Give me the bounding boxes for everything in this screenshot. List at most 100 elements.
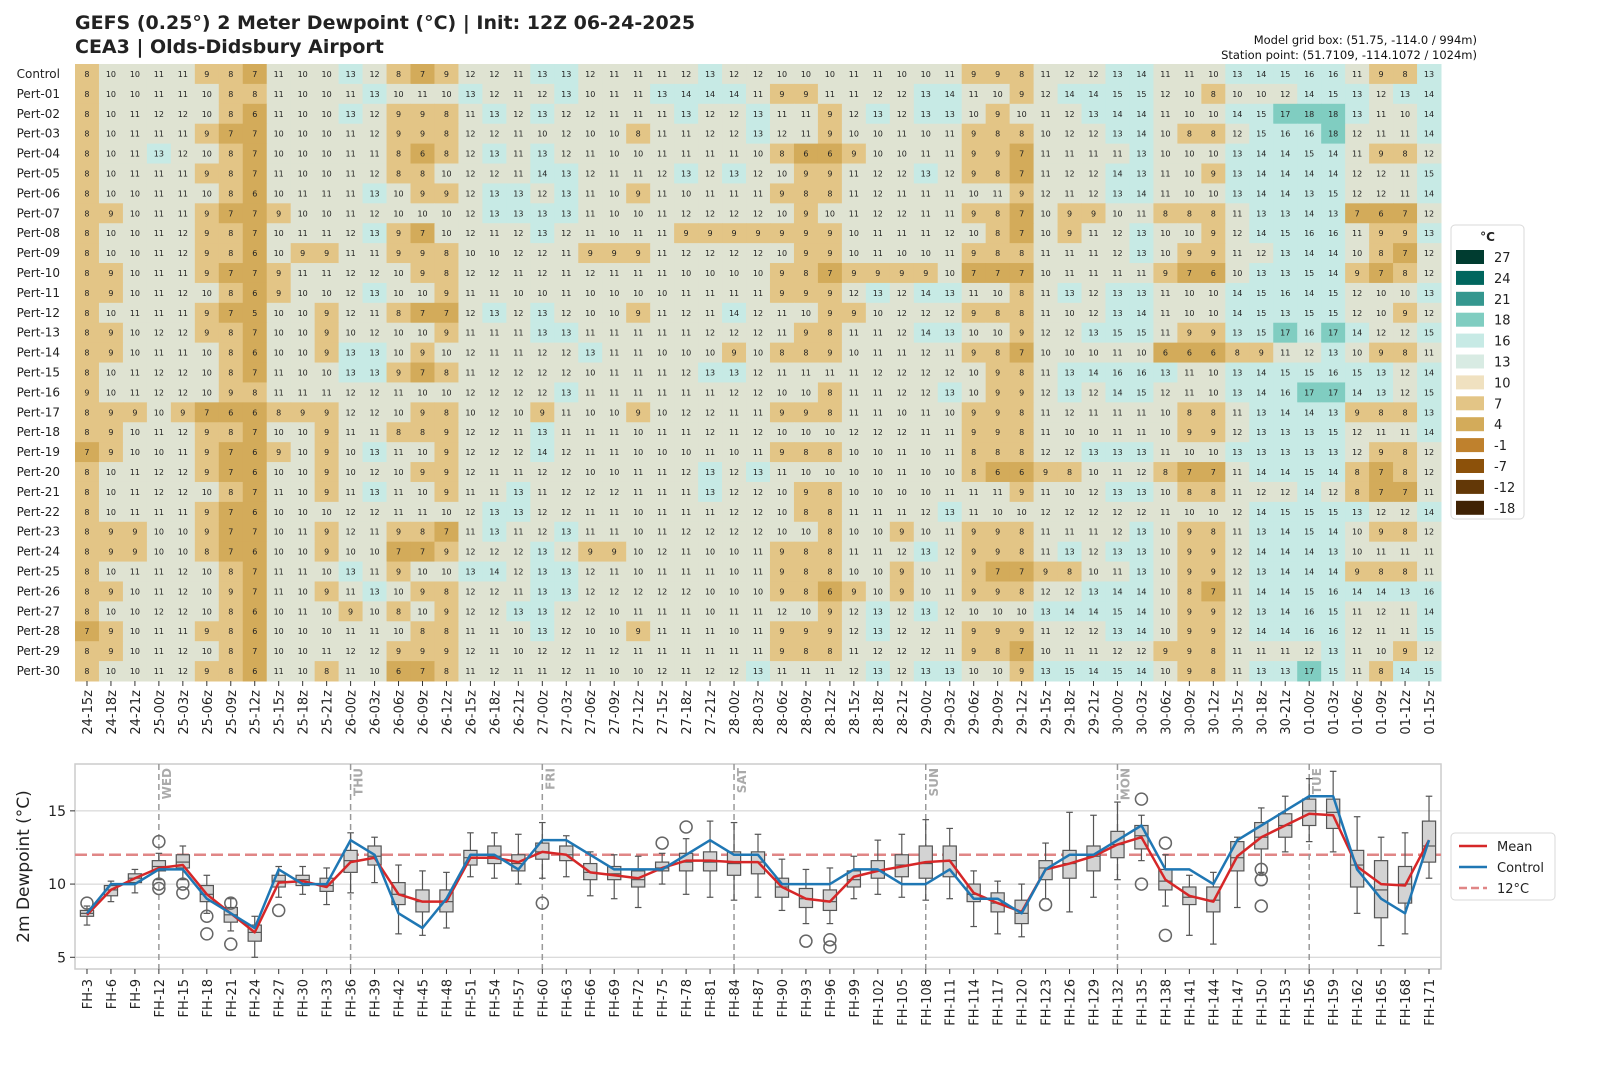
heatmap-cell-value: 11: [346, 90, 356, 99]
heatmap-cell: [458, 442, 483, 463]
heatmap-cell-value: 10: [1208, 508, 1218, 517]
heatmap-cell-value: 6: [252, 249, 257, 258]
heatmap-cell: [1249, 243, 1274, 264]
heatmap-cell-value: 11: [753, 627, 763, 636]
heatmap-cell-value: 9: [396, 528, 401, 537]
heatmap-cell-value: 9: [204, 627, 209, 636]
colorbar-unit: °C: [1480, 230, 1495, 244]
heatmap-cell: [1177, 362, 1202, 383]
heatmap-cell-value: 8: [803, 587, 808, 596]
heatmap-cell-value: 13: [561, 189, 571, 198]
heatmap-cell: [1321, 362, 1346, 383]
box: [870, 860, 886, 879]
outlier-point: [823, 940, 837, 954]
heatmap-cell: [314, 103, 340, 125]
heatmap-cell-value: 8: [396, 607, 401, 616]
heatmap-cell-value: 12: [346, 309, 356, 318]
heatmap-cell-value: 10: [921, 70, 931, 79]
heatmap-cell-value: 9: [108, 548, 113, 557]
heatmap-cell-value: 11: [609, 448, 619, 457]
heatmap-cell-value: 13: [1424, 70, 1434, 79]
heatmap-cell: [218, 402, 244, 423]
heatmap-cell: [1105, 64, 1130, 85]
heatmap-cell: [362, 183, 388, 204]
heatmap-cell-value: 9: [636, 309, 641, 318]
heatmap-cell: [793, 123, 819, 145]
heatmap-cell: [98, 203, 124, 224]
heatmap-cell-value: 12: [1112, 647, 1122, 656]
heatmap-cell: [1273, 64, 1298, 85]
heatmap-cell-value: 9: [204, 468, 209, 477]
heatmap-cell: [338, 263, 364, 284]
heatmap-cell: [1105, 302, 1130, 324]
heatmap-cell-value: 11: [609, 70, 619, 79]
heatmap-cell-value: 11: [657, 369, 667, 378]
heatmap-cell: [530, 203, 555, 224]
heatmap-cell-value: 7: [1187, 468, 1192, 477]
heatmap-cell-value: 9: [132, 548, 137, 557]
heatmap-cell-value: 12: [1064, 130, 1074, 139]
time-tick-label: 25-18z: [297, 690, 312, 735]
heatmap-cell-value: 8: [1163, 468, 1168, 477]
heatmap-cell: [218, 422, 244, 443]
heatmap-cell-value: 8: [827, 189, 832, 198]
heatmap-cell-value: 12: [609, 488, 619, 497]
heatmap-cell-value: 11: [130, 468, 140, 477]
heatmap-cell-value: 11: [777, 110, 787, 119]
heatmap-cell-value: 10: [873, 488, 883, 497]
heatmap-cell: [266, 203, 292, 224]
heatmap-cell: [554, 382, 579, 403]
heatmap-cell-value: 7: [971, 269, 976, 278]
heatmap-cell-value: 10: [154, 548, 164, 557]
heatmap-cell: [1033, 203, 1059, 224]
heatmap-cell: [1009, 143, 1035, 165]
heatmap-cell-value: 7: [1019, 150, 1024, 159]
heatmap-cell-value: 16: [1280, 388, 1290, 397]
heatmap-cell: [1057, 462, 1083, 483]
heatmap-cell-value: 9: [180, 408, 185, 417]
heatmap-cell-value: 13: [346, 349, 356, 358]
heatmap-cell: [913, 123, 939, 145]
heatmap-cell-value: 11: [274, 90, 284, 99]
x-tick-label: FH-156: [1303, 979, 1318, 1026]
plot-area: [74, 763, 1442, 970]
heatmap-cell-value: 8: [396, 309, 401, 318]
heatmap-cell: [602, 442, 627, 463]
heatmap-cell-value: 11: [489, 289, 499, 298]
heatmap-cell-value: 15: [1328, 508, 1338, 517]
heatmap-cell: [314, 163, 340, 184]
heatmap-cell: [1273, 322, 1298, 344]
heatmap-cell-value: 14: [1424, 607, 1434, 616]
time-tick-label: 30-03z: [1135, 690, 1150, 735]
heatmap-cell: [1201, 243, 1226, 264]
heatmap-cell-value: 10: [537, 130, 547, 139]
heatmap-cell-value: 8: [228, 229, 233, 238]
colorbar-swatch: [1456, 438, 1484, 453]
heatmap-cell-value: 11: [1136, 209, 1146, 218]
heatmap-cell-value: 13: [561, 329, 571, 338]
heatmap-cell-value: 16: [1304, 229, 1314, 238]
heatmap-cell: [1345, 143, 1370, 165]
heatmap-cell-value: 8: [228, 349, 233, 358]
heatmap-cell-value: 11: [346, 428, 356, 437]
heatmap-cell-value: 12: [1040, 90, 1050, 99]
heatmap-cell: [362, 402, 388, 423]
heatmap-cell: [722, 322, 747, 344]
heatmap-cell: [985, 382, 1011, 403]
heatmap-cell: [314, 263, 340, 284]
heatmap-cell-value: 15: [1256, 329, 1266, 338]
heatmap-cell-value: 12: [1280, 488, 1290, 497]
heatmap-cell-value: 12: [1304, 647, 1314, 656]
time-tick-label: 28-15z: [848, 690, 863, 735]
heatmap-cell-value: 10: [873, 468, 883, 477]
heatmap-cell-value: 13: [705, 468, 715, 477]
heatmap-cell-value: 11: [513, 468, 523, 477]
heatmap-cell-value: 12: [729, 508, 739, 517]
heatmap-cell: [458, 481, 483, 503]
heatmap-cell: [530, 243, 555, 264]
heatmap-cell-value: 7: [252, 169, 257, 178]
heatmap-cell: [865, 163, 891, 184]
heatmap-cell-value: 10: [274, 607, 284, 616]
heatmap-cell: [769, 163, 795, 184]
heatmap-cell: [1057, 64, 1083, 85]
